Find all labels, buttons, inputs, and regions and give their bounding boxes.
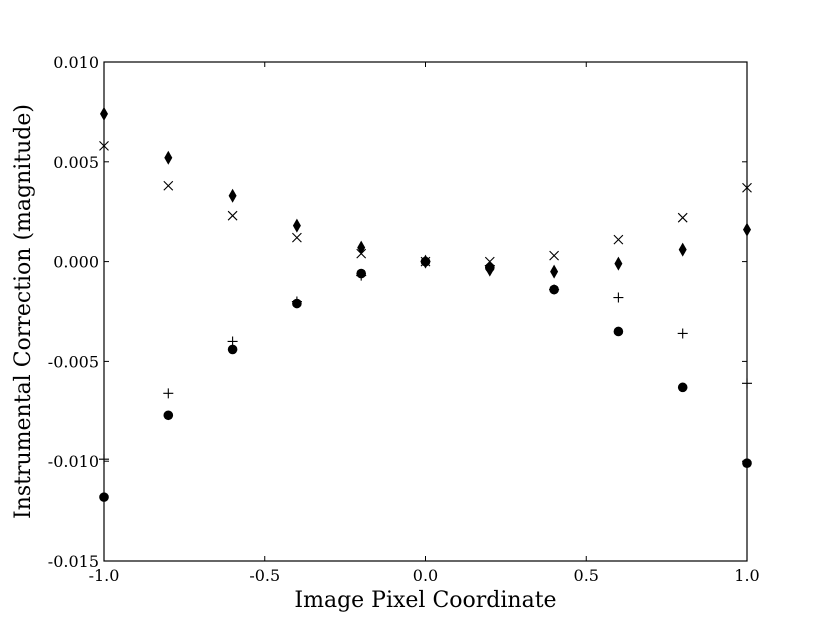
- x-tick-label: 0.5: [574, 566, 599, 585]
- data-point-x: [356, 248, 367, 259]
- data-point-diamond: [228, 188, 237, 203]
- data-point-diamond: [614, 256, 623, 271]
- y-tick-label: -0.015: [48, 552, 99, 571]
- data-marks: [99, 106, 752, 502]
- y-axis-label: Instrumental Correction (magnitude): [11, 104, 36, 519]
- x-tick-label: 0.0: [413, 566, 438, 585]
- data-point-plus: [163, 388, 174, 399]
- x-tick-label: -0.5: [249, 566, 280, 585]
- data-point-diamond: [550, 264, 559, 279]
- y-tick-label: -0.005: [48, 352, 99, 371]
- data-point-diamond: [678, 242, 687, 257]
- y-tick-label: 0.000: [53, 253, 99, 272]
- y-tick-label: -0.010: [48, 452, 99, 471]
- data-point-diamond: [357, 240, 366, 255]
- axis-ticks: -1.0 -0.5 0.0 0.5 1.0 0.010 0.005 0.000 -0.005 -0…: [48, 53, 760, 585]
- data-point-circle: [227, 344, 238, 355]
- plot-frame: [103, 61, 748, 562]
- x-axis-label: Image Pixel Coordinate: [294, 588, 556, 613]
- x-tick-label: 1.0: [734, 566, 759, 585]
- data-point-x: [163, 180, 174, 191]
- y-tick-label: 0.005: [53, 153, 99, 172]
- data-point-diamond: [292, 218, 301, 233]
- data-point-circle: [356, 268, 367, 279]
- data-point-diamond: [164, 150, 173, 165]
- data-point-circle: [292, 298, 302, 309]
- data-point-circle: [420, 256, 431, 267]
- data-point-plus: [677, 328, 688, 339]
- y-tick-label: 0.010: [53, 53, 99, 72]
- data-point-plus: [613, 292, 624, 303]
- data-point-circle: [613, 326, 624, 337]
- data-point-circle: [549, 284, 559, 295]
- x-tick-label: -1.0: [89, 566, 120, 585]
- data-point-circle: [677, 382, 688, 393]
- data-point-x: [549, 250, 559, 261]
- data-point-x: [613, 234, 624, 245]
- data-point-x: [677, 212, 688, 223]
- data-point-x: [227, 210, 238, 221]
- data-point-circle: [163, 410, 174, 421]
- data-point-x: [292, 232, 302, 243]
- data-point-circle: [485, 262, 495, 273]
